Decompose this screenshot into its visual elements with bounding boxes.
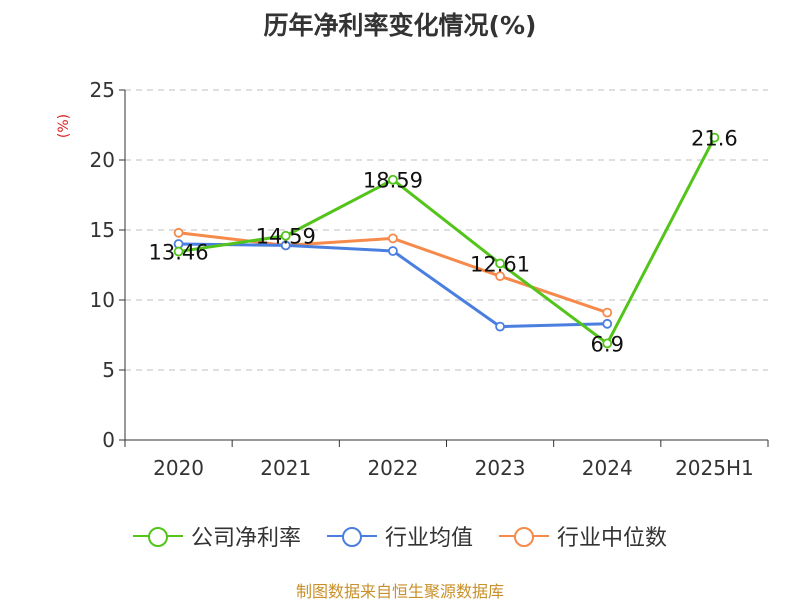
data-point — [280, 230, 291, 241]
data-point — [388, 246, 398, 256]
series-line-0 — [178, 136, 716, 345]
data-point — [495, 271, 505, 282]
grid-lines — [125, 89, 768, 371]
data-point — [388, 233, 398, 244]
x-tick-label: 2025H1 — [675, 456, 754, 480]
data-label: 14.59 — [256, 225, 316, 249]
data-label: 13.46 — [149, 241, 209, 265]
data-point — [495, 258, 505, 269]
data-labels: 13.46 14.59 18.59 12.61 6.9 21.6 — [149, 127, 738, 357]
legend-label: 行业中位数 — [557, 526, 668, 551]
legend-line-marker-icon — [132, 524, 183, 548]
data-point — [602, 318, 613, 329]
x-tick-label: 2024 — [582, 456, 633, 480]
series-line-1 — [178, 242, 608, 329]
data-point — [280, 240, 291, 251]
source-note: 制图数据来自恒生聚源数据库 — [295, 582, 504, 601]
series-lines — [173, 132, 720, 349]
y-tick-label: 20 — [90, 148, 115, 172]
x-tick-label: 2023 — [475, 456, 526, 480]
data-point — [709, 132, 720, 143]
legend-line-marker-icon — [499, 524, 549, 548]
legend-label: 行业均值 — [384, 526, 473, 551]
data-label: 21.6 — [691, 127, 738, 151]
legend-item[interactable]: 行业均值 — [326, 520, 473, 552]
chart-title: 历年净利率变化情况(%) — [263, 11, 537, 40]
legend-item[interactable]: 行业中位数 — [499, 520, 667, 552]
x-tick-label: 2020 — [153, 456, 204, 480]
data-label: 12.61 — [470, 252, 530, 276]
data-label: 6.9 — [591, 332, 624, 356]
data-point — [388, 174, 398, 185]
data-label: 18.59 — [363, 169, 423, 193]
data-point — [173, 227, 184, 238]
x-tick-label: 2022 — [367, 456, 418, 480]
legend-item[interactable]: 公司净利率 — [132, 520, 301, 552]
data-point — [173, 246, 184, 257]
legend-label: 公司净利率 — [190, 526, 301, 551]
axes: 0 5 10 15 20 25 2020 2021 2022 2023 2024 2025H1 — [90, 78, 769, 480]
legend: 公司净利率 行业均值 行业中位数 — [0, 520, 800, 552]
y-tick-label: 25 — [90, 78, 115, 102]
y-tick-label: 15 — [90, 218, 115, 242]
legend-line-marker-icon — [326, 524, 377, 548]
y-tick-label: 0 — [102, 428, 115, 452]
y-axis-unit-label: (%) — [56, 114, 72, 138]
data-point — [495, 321, 505, 332]
data-point — [602, 338, 613, 349]
y-tick-label: 5 — [102, 358, 115, 382]
data-point — [602, 307, 613, 318]
y-tick-label: 10 — [90, 288, 115, 312]
x-tick-label: 2021 — [260, 456, 311, 480]
